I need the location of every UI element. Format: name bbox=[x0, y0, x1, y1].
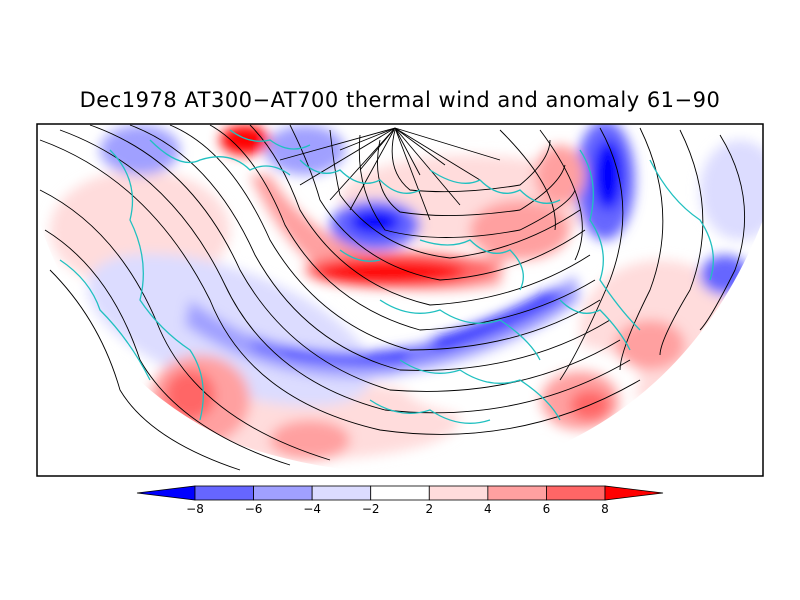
colorbar-tick-label: −6 bbox=[244, 502, 263, 516]
colorbar-arrow-high bbox=[604, 485, 664, 501]
coastlines bbox=[59, 129, 714, 424]
colorbar-swatch bbox=[311, 485, 372, 501]
colorbar-tick-label: 6 bbox=[542, 502, 551, 516]
colorbar-swatch bbox=[546, 485, 606, 501]
colorbar-tick-label: 8 bbox=[601, 502, 609, 516]
colorbar-swatch bbox=[428, 485, 489, 501]
streamlines bbox=[39, 124, 746, 471]
map-title: Dec1978 AT300−AT700 thermal wind and ano… bbox=[79, 88, 721, 112]
map-frame bbox=[36, 123, 764, 477]
colorbar-swatch bbox=[253, 485, 313, 501]
colorbar-swatch bbox=[194, 485, 254, 501]
colorbar bbox=[136, 485, 664, 501]
colorbar-tick-label: −4 bbox=[303, 502, 321, 516]
colorbar-arrow-low bbox=[136, 485, 196, 501]
colorbar-tick-label: 4 bbox=[484, 502, 492, 516]
colorbar-tick-label: −2 bbox=[361, 502, 380, 516]
colorbar-swatch bbox=[487, 485, 547, 501]
colorbar-tick-label: 2 bbox=[425, 502, 434, 516]
colorbar-tick-label: −8 bbox=[186, 502, 204, 516]
anomaly-field bbox=[37, 124, 763, 473]
colorbar-swatch bbox=[370, 485, 430, 501]
